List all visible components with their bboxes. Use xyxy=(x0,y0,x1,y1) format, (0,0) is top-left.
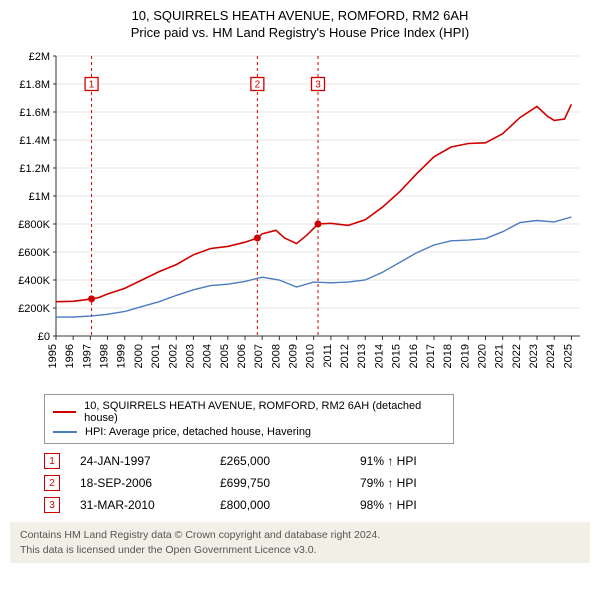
svg-text:2010: 2010 xyxy=(305,344,317,368)
svg-text:£1.4M: £1.4M xyxy=(19,135,50,147)
legend-swatch xyxy=(53,431,77,433)
chart-area: £0 £200K £400K £600K £800K £1M £1.2M £1.4M £1.6M… xyxy=(10,46,590,386)
svg-text:2006: 2006 xyxy=(236,344,248,368)
transaction-pct: 98% ↑ HPI xyxy=(360,498,480,512)
svg-text:2002: 2002 xyxy=(167,344,179,368)
svg-text:£1.8M: £1.8M xyxy=(19,79,50,91)
svg-text:1999: 1999 xyxy=(116,344,128,368)
svg-text:2020: 2020 xyxy=(477,344,489,368)
footer: Contains HM Land Registry data © Crown c… xyxy=(10,522,590,563)
chart-container: 10, SQUIRRELS HEATH AVENUE, ROMFORD, RM2… xyxy=(0,0,600,571)
svg-text:£200K: £200K xyxy=(18,303,50,315)
svg-text:2009: 2009 xyxy=(288,344,300,368)
transaction-price: £800,000 xyxy=(220,498,360,512)
table-row: 1 24-JAN-1997 £265,000 91% ↑ HPI xyxy=(44,450,580,472)
legend-swatch xyxy=(53,411,76,413)
legend: 10, SQUIRRELS HEATH AVENUE, ROMFORD, RM2… xyxy=(44,394,454,444)
svg-text:£600K: £600K xyxy=(18,247,50,259)
svg-text:2007: 2007 xyxy=(253,344,265,368)
transaction-price: £699,750 xyxy=(220,476,360,490)
svg-text:1995: 1995 xyxy=(47,344,59,368)
legend-label: HPI: Average price, detached house, Have… xyxy=(85,426,311,438)
svg-text:2019: 2019 xyxy=(459,344,471,368)
svg-text:2011: 2011 xyxy=(322,344,334,368)
svg-text:2: 2 xyxy=(255,80,261,91)
transaction-pct: 79% ↑ HPI xyxy=(360,476,480,490)
title-block: 10, SQUIRRELS HEATH AVENUE, ROMFORD, RM2… xyxy=(10,8,590,40)
svg-text:2012: 2012 xyxy=(339,344,351,368)
svg-text:1998: 1998 xyxy=(99,344,111,368)
svg-text:2023: 2023 xyxy=(528,344,540,368)
marker-badge: 2 xyxy=(44,475,60,491)
table-row: 2 18-SEP-2006 £699,750 79% ↑ HPI xyxy=(44,472,580,494)
svg-text:£1M: £1M xyxy=(29,191,50,203)
svg-text:£1.2M: £1.2M xyxy=(19,163,50,175)
svg-text:2013: 2013 xyxy=(356,344,368,368)
svg-text:2014: 2014 xyxy=(373,344,385,368)
transaction-date: 24-JAN-1997 xyxy=(80,454,220,468)
svg-text:£2M: £2M xyxy=(29,51,50,63)
svg-text:2022: 2022 xyxy=(511,344,523,368)
svg-text:2001: 2001 xyxy=(150,344,162,368)
legend-label: 10, SQUIRRELS HEATH AVENUE, ROMFORD, RM2… xyxy=(84,400,445,424)
svg-text:2015: 2015 xyxy=(391,344,403,368)
footer-line2: This data is licensed under the Open Gov… xyxy=(20,543,580,558)
svg-text:2017: 2017 xyxy=(425,344,437,368)
svg-text:2025: 2025 xyxy=(562,344,574,368)
svg-text:2004: 2004 xyxy=(202,344,214,368)
svg-text:£400K: £400K xyxy=(18,275,50,287)
footer-line1: Contains HM Land Registry data © Crown c… xyxy=(20,528,580,543)
svg-text:1: 1 xyxy=(89,80,95,91)
svg-text:3: 3 xyxy=(315,80,321,91)
svg-text:2024: 2024 xyxy=(545,344,557,368)
svg-text:2008: 2008 xyxy=(270,344,282,368)
svg-text:2016: 2016 xyxy=(408,344,420,368)
svg-text:£800K: £800K xyxy=(18,219,50,231)
svg-text:2005: 2005 xyxy=(219,344,231,368)
svg-text:2021: 2021 xyxy=(494,344,506,368)
legend-item: HPI: Average price, detached house, Have… xyxy=(53,425,445,439)
transaction-date: 31-MAR-2010 xyxy=(80,498,220,512)
marker-badge: 1 xyxy=(44,453,60,469)
svg-text:1997: 1997 xyxy=(81,344,93,368)
transaction-date: 18-SEP-2006 xyxy=(80,476,220,490)
table-row: 3 31-MAR-2010 £800,000 98% ↑ HPI xyxy=(44,494,580,516)
svg-text:2000: 2000 xyxy=(133,344,145,368)
transaction-pct: 91% ↑ HPI xyxy=(360,454,480,468)
legend-item: 10, SQUIRRELS HEATH AVENUE, ROMFORD, RM2… xyxy=(53,399,445,425)
svg-text:2003: 2003 xyxy=(184,344,196,368)
line-chart: £0 £200K £400K £600K £800K £1M £1.2M £1.4M £1.6M… xyxy=(10,46,590,386)
svg-text:2018: 2018 xyxy=(442,344,454,368)
svg-text:£0: £0 xyxy=(38,331,50,343)
title-line1: 10, SQUIRRELS HEATH AVENUE, ROMFORD, RM2… xyxy=(10,8,590,23)
title-line2: Price paid vs. HM Land Registry's House … xyxy=(10,25,590,40)
svg-text:1996: 1996 xyxy=(64,344,76,368)
svg-text:£1.6M: £1.6M xyxy=(19,107,50,119)
transactions-table: 1 24-JAN-1997 £265,000 91% ↑ HPI 2 18-SE… xyxy=(44,450,580,516)
marker-badge: 3 xyxy=(44,497,60,513)
transaction-price: £265,000 xyxy=(220,454,360,468)
